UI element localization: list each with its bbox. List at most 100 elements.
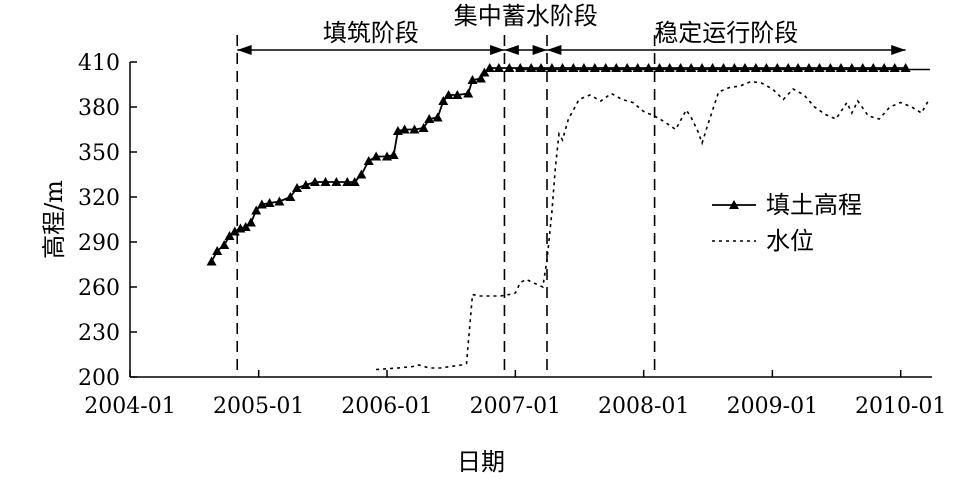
fill-elevation-marker <box>256 199 267 209</box>
fill-elevation-marker <box>356 169 367 179</box>
arrow-head-left <box>237 45 252 55</box>
fill-elevation-marker <box>493 63 504 72</box>
fill-elevation-marker <box>783 63 794 72</box>
fill-elevation-marker <box>224 231 235 240</box>
fill-elevation-marker <box>309 177 320 186</box>
arrow-head-right <box>891 45 906 55</box>
fill-elevation-marker <box>622 63 633 72</box>
fill-elevation-marker <box>467 75 478 84</box>
x-tick-label: 2006-01 <box>341 394 432 419</box>
fill-elevation-marker <box>320 177 331 186</box>
fill-elevation-marker <box>879 63 890 72</box>
arrow-head-right <box>490 45 505 55</box>
fill-elevation-marker <box>546 63 557 72</box>
fill-elevation-marker <box>245 217 256 227</box>
fill-elevation-marker <box>750 63 761 72</box>
fill-elevation-marker <box>331 177 342 186</box>
fill-elevation-marker <box>285 192 296 201</box>
fill-elevation-marker <box>371 151 382 161</box>
fill-elevation-marker <box>557 63 568 72</box>
fill-elevation-marker <box>632 63 643 72</box>
legend-label: 填土高程 <box>766 191 862 219</box>
phase-label: 稳定运行阶段 <box>654 19 798 47</box>
fill-elevation-marker <box>857 63 868 72</box>
y-tick-label: 320 <box>78 186 120 211</box>
fill-elevation-marker <box>274 196 285 206</box>
fill-elevation-marker <box>654 63 665 72</box>
x-tick-label: 2010-01 <box>855 394 946 419</box>
fill-elevation-marker <box>868 63 879 72</box>
fill-elevation-marker <box>889 63 900 72</box>
y-axis-title: 高程/m <box>40 180 68 259</box>
fill-elevation-marker <box>300 180 311 189</box>
fill-elevation-marker <box>526 63 537 72</box>
fill-elevation-marker <box>793 63 804 72</box>
fill-elevation-marker <box>504 63 515 72</box>
y-tick-label: 260 <box>78 276 120 301</box>
legend-marker-triangle <box>729 200 739 209</box>
fill-elevation-marker <box>568 63 579 72</box>
fill-elevation-marker <box>589 63 600 72</box>
y-tick-label: 410 <box>78 51 120 76</box>
fill-elevation-marker <box>697 63 708 72</box>
series-layer <box>206 63 930 371</box>
y-tick-label: 200 <box>78 366 120 391</box>
x-tick-label: 2004-01 <box>84 394 175 419</box>
fill-elevation-marker <box>443 90 454 99</box>
legend-label: 水位 <box>766 227 814 255</box>
fill-elevation-marker <box>251 205 262 215</box>
x-tick-label: 2008-01 <box>598 394 689 419</box>
axes: 200 230 260 290 320 350 380 410 2004-01 2005-01 20… <box>40 51 946 476</box>
fill-elevation-marker <box>349 177 360 186</box>
fill-elevation-marker <box>729 63 740 72</box>
fill-elevation-marker <box>452 90 463 99</box>
fill-elevation-marker <box>900 63 911 72</box>
fill-elevation-marker <box>686 63 697 72</box>
fill-elevation-marker <box>438 96 449 105</box>
fill-elevation-marker <box>707 63 718 72</box>
fill-elevation-marker <box>418 123 429 132</box>
fill-elevation-marker <box>475 73 486 83</box>
series-line-water-level <box>376 80 929 371</box>
fill-elevation-marker <box>212 246 223 255</box>
fill-elevation-marker <box>675 63 686 72</box>
fill-elevation-marker <box>479 67 490 77</box>
fill-elevation-marker <box>803 63 814 72</box>
fill-elevation-marker <box>229 226 240 236</box>
arrow-head-right <box>532 45 547 55</box>
fill-elevation-marker <box>835 63 846 72</box>
fill-elevation-marker <box>846 63 857 72</box>
fill-elevation-marker <box>424 114 435 123</box>
fill-elevation-marker <box>388 150 399 159</box>
fill-elevation-marker <box>718 63 729 72</box>
y-tick-label: 230 <box>78 321 120 346</box>
arrow-head-left <box>546 45 562 55</box>
fill-elevation-marker <box>219 240 230 249</box>
fill-elevation-marker <box>409 124 420 134</box>
fill-elevation-marker <box>206 256 217 266</box>
fill-elevation-marker <box>739 63 750 72</box>
fill-elevation-marker <box>536 63 547 72</box>
fill-elevation-marker <box>643 63 654 72</box>
fill-elevation-marker <box>761 63 772 72</box>
fill-elevation-marker <box>515 63 526 72</box>
fill-elevation-marker <box>463 88 474 98</box>
fill-elevation-marker <box>825 63 836 72</box>
y-tick-label: 350 <box>78 141 120 166</box>
phase-label: 集中蓄水阶段 <box>454 2 598 30</box>
fill-elevation-marker <box>772 63 783 72</box>
fill-elevation-marker <box>578 63 589 72</box>
fill-elevation-marker <box>814 63 825 72</box>
phase-label: 填筑阶段 <box>323 19 419 47</box>
fill-elevation-marker <box>292 183 303 192</box>
x-axis-title: 日期 <box>457 448 505 476</box>
fill-elevation-marker <box>611 63 622 72</box>
fill-elevation-marker <box>399 124 410 134</box>
fill-elevation-marker <box>363 156 374 165</box>
fill-elevation-marker <box>432 112 443 122</box>
fill-elevation-marker <box>264 198 275 207</box>
